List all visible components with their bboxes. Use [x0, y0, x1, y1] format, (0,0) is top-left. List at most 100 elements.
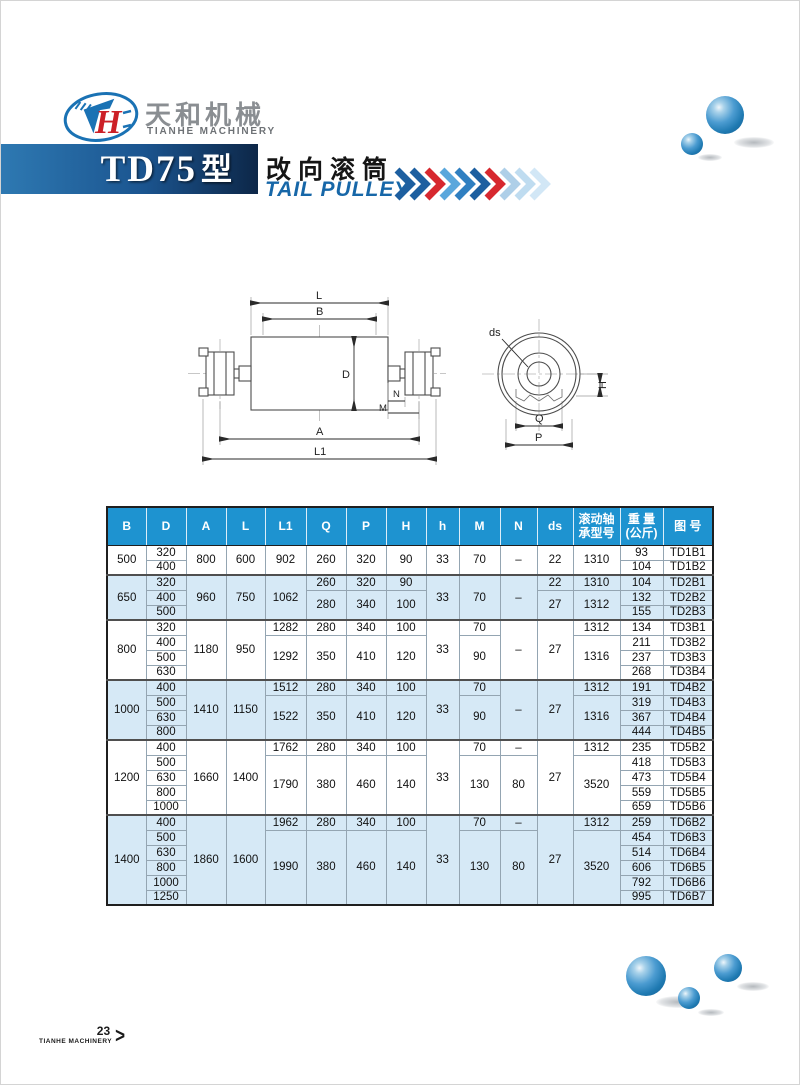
spec-cell: 120 [385, 634, 427, 681]
spec-cell: 237 [619, 649, 664, 666]
spec-cell: 1200 [106, 739, 147, 816]
dim-P-label: P [535, 432, 542, 444]
chevron-icon [499, 167, 521, 201]
spec-cell: 70 [458, 619, 501, 636]
spec-cell: 340 [345, 814, 387, 831]
spec-column-header: h [425, 506, 460, 546]
chevron-arrows [394, 167, 551, 201]
pulley-side-view [198, 336, 441, 411]
footer-company-name: TIANHE MACHINERY [39, 1038, 113, 1045]
spec-cell: 792 [619, 874, 664, 891]
ball-shadow [698, 154, 722, 161]
spec-cell: TD6B7 [662, 889, 714, 906]
spec-cell: 340 [345, 619, 387, 636]
dim-H-label: H [597, 381, 609, 389]
chevron-icon [514, 167, 536, 201]
spec-cell: TD2B1 [662, 574, 714, 591]
dim-L1-label: L1 [314, 446, 326, 458]
ball-shadow [737, 982, 769, 991]
spec-cell: 100 [385, 589, 427, 621]
spec-row: 800 559 TD5B5 [107, 784, 714, 801]
spec-cell: 33 [425, 814, 460, 906]
spec-cell: 280 [305, 589, 347, 621]
spec-cell: 320 [145, 544, 187, 561]
spec-cell: 410 [345, 634, 387, 681]
spec-column-header: 重 量 (公斤) [619, 506, 664, 546]
spec-cell: 280 [305, 739, 347, 756]
spec-cell: 33 [425, 574, 460, 621]
spec-cell: 3520 [572, 829, 621, 906]
spec-cell: 320 [345, 574, 387, 591]
decorative-ball-icon [706, 96, 744, 134]
spec-cell: 27 [536, 814, 574, 906]
spec-cell: TD5B5 [662, 784, 714, 801]
spec-cell: 140 [385, 754, 427, 816]
spec-cell: 1790 [264, 754, 307, 816]
spec-cell: 630 [145, 709, 187, 726]
decorative-ball-icon [626, 956, 666, 996]
spec-cell: TD3B3 [662, 649, 714, 666]
spec-cell: 191 [619, 679, 664, 696]
model-title-bar: TD75 型 [1, 144, 258, 194]
spec-cell: 100 [385, 619, 427, 636]
spec-cell: 500 [106, 544, 147, 576]
chevron-icon [484, 167, 506, 201]
spec-cell: TD6B3 [662, 829, 714, 846]
spec-row: 400 104 TD1B2 [107, 559, 714, 576]
chevron-icon [424, 167, 446, 201]
spec-row: 500 155 TD2B3 [107, 604, 714, 621]
spec-row: 500 1990 380 460 140 130 80 3520 454 TD6B3 [107, 829, 714, 906]
spec-column-header: P [345, 506, 387, 546]
spec-row: 400 280 340 100 27 1312 132 TD2B2 [107, 589, 714, 621]
pulley-technical-drawing: L B D A L1 N M ds H Q P [188, 290, 609, 465]
spec-cell: 280 [305, 619, 347, 636]
ball-shadow [698, 1009, 724, 1016]
spec-cell: TD2B3 [662, 604, 714, 621]
spec-cell: – [499, 814, 538, 831]
spec-cell: 630 [145, 769, 187, 786]
page-footer: 23 TIANHE MACHINERY > [39, 1024, 125, 1045]
dim-ds-label: ds [489, 327, 501, 339]
spec-cell: 22 [536, 544, 574, 576]
spec-cell: 1000 [145, 799, 187, 816]
chevron-icon [454, 167, 476, 201]
spec-row: 400 1292 350 410 120 90 1316 211 TD3B2 [107, 634, 714, 681]
spec-column-header: B [106, 506, 147, 546]
product-name-en: TAIL PULLEY [265, 178, 410, 201]
spec-column-header: 滚动轴 承型号 [572, 506, 621, 546]
spec-column-header: ds [536, 506, 574, 546]
spec-cell: 500 [145, 829, 187, 846]
spec-cell: 380 [305, 829, 347, 906]
spec-cell: 350 [305, 634, 347, 681]
spec-cell: 22 [536, 574, 574, 591]
chevron-icon [409, 167, 431, 201]
spec-cell: 1962 [264, 814, 307, 831]
spec-cell: TD5B3 [662, 754, 714, 771]
company-name-en: TIANHE MACHINERY [147, 126, 276, 137]
spec-cell: 460 [345, 829, 387, 906]
spec-cell: 559 [619, 784, 664, 801]
spec-cell: 1312 [572, 619, 621, 636]
spec-cell: 514 [619, 844, 664, 861]
spec-cell: 367 [619, 709, 664, 726]
spec-cell: – [499, 544, 538, 576]
spec-cell: TD5B4 [662, 769, 714, 786]
pulley-end-view [497, 332, 581, 416]
spec-cell: 259 [619, 814, 664, 831]
spec-table-body: 500 320 800 600 902 260 320 90 33 70–22 1310 93 TD1B… [106, 544, 714, 906]
dim-L-label: L [316, 290, 322, 302]
spec-cell: TD3B2 [662, 634, 714, 651]
spec-cell: 100 [385, 814, 427, 831]
spec-cell: 140 [385, 829, 427, 906]
spec-cell: 800 [145, 784, 187, 801]
spec-cell: 800 [106, 619, 147, 681]
spec-cell: 1180 [185, 619, 227, 681]
spec-cell: 90 [385, 574, 427, 591]
spec-cell: 400 [145, 739, 187, 756]
spec-cell: 1400 [225, 739, 266, 816]
spec-cell: 80 [499, 754, 538, 816]
spec-cell: 100 [385, 679, 427, 696]
spec-cell: 500 [145, 754, 187, 771]
dim-Q-label: Q [535, 413, 544, 425]
spec-column-header: D [145, 506, 187, 546]
